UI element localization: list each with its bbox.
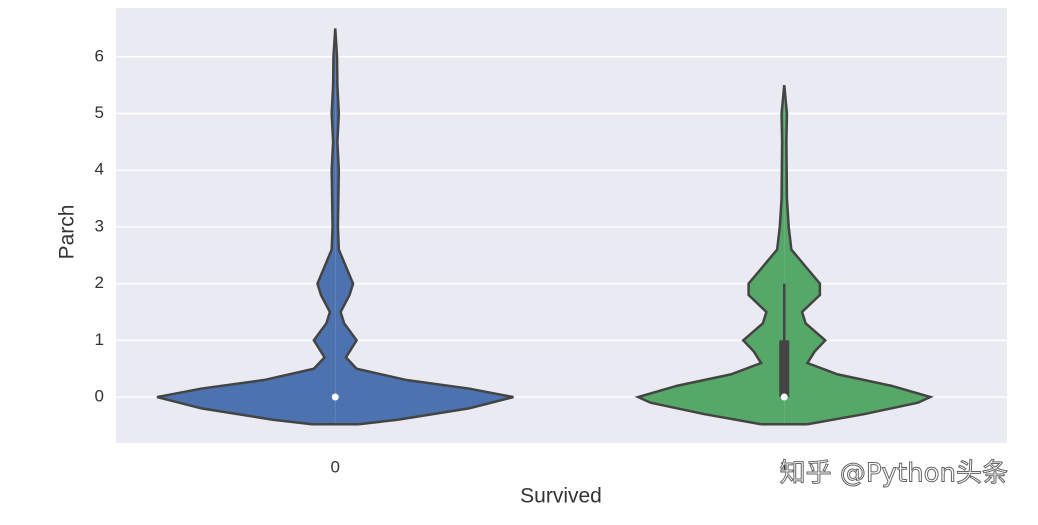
y-tick-label: 4 (95, 160, 104, 179)
violin-fill (335, 28, 514, 425)
violin-fill (638, 85, 785, 425)
watermark: 知乎 @Python头条 (780, 459, 1008, 489)
y-tick-label: 1 (95, 330, 104, 349)
x-tick-label: 1 (780, 457, 789, 476)
y-tick-label: 6 (95, 46, 104, 65)
violin-outline (156, 28, 337, 426)
y-axis-title: Parch (56, 205, 79, 260)
plot-area (116, 8, 1007, 443)
y-tick-label: 2 (95, 273, 104, 292)
violin-fill (157, 28, 336, 425)
median (780, 393, 788, 401)
y-tick-label: 0 (95, 387, 104, 406)
violin-fill (784, 85, 931, 425)
violin-outline (634, 85, 786, 426)
violin-outline (783, 85, 934, 426)
x-axis-title: Survived (520, 485, 602, 508)
y-tick-label: 5 (95, 103, 104, 122)
y-tick-label: 3 (95, 216, 104, 235)
median (331, 393, 339, 401)
x-tick-label: 0 (331, 457, 340, 476)
box (779, 340, 790, 398)
violin-outline (334, 28, 514, 426)
